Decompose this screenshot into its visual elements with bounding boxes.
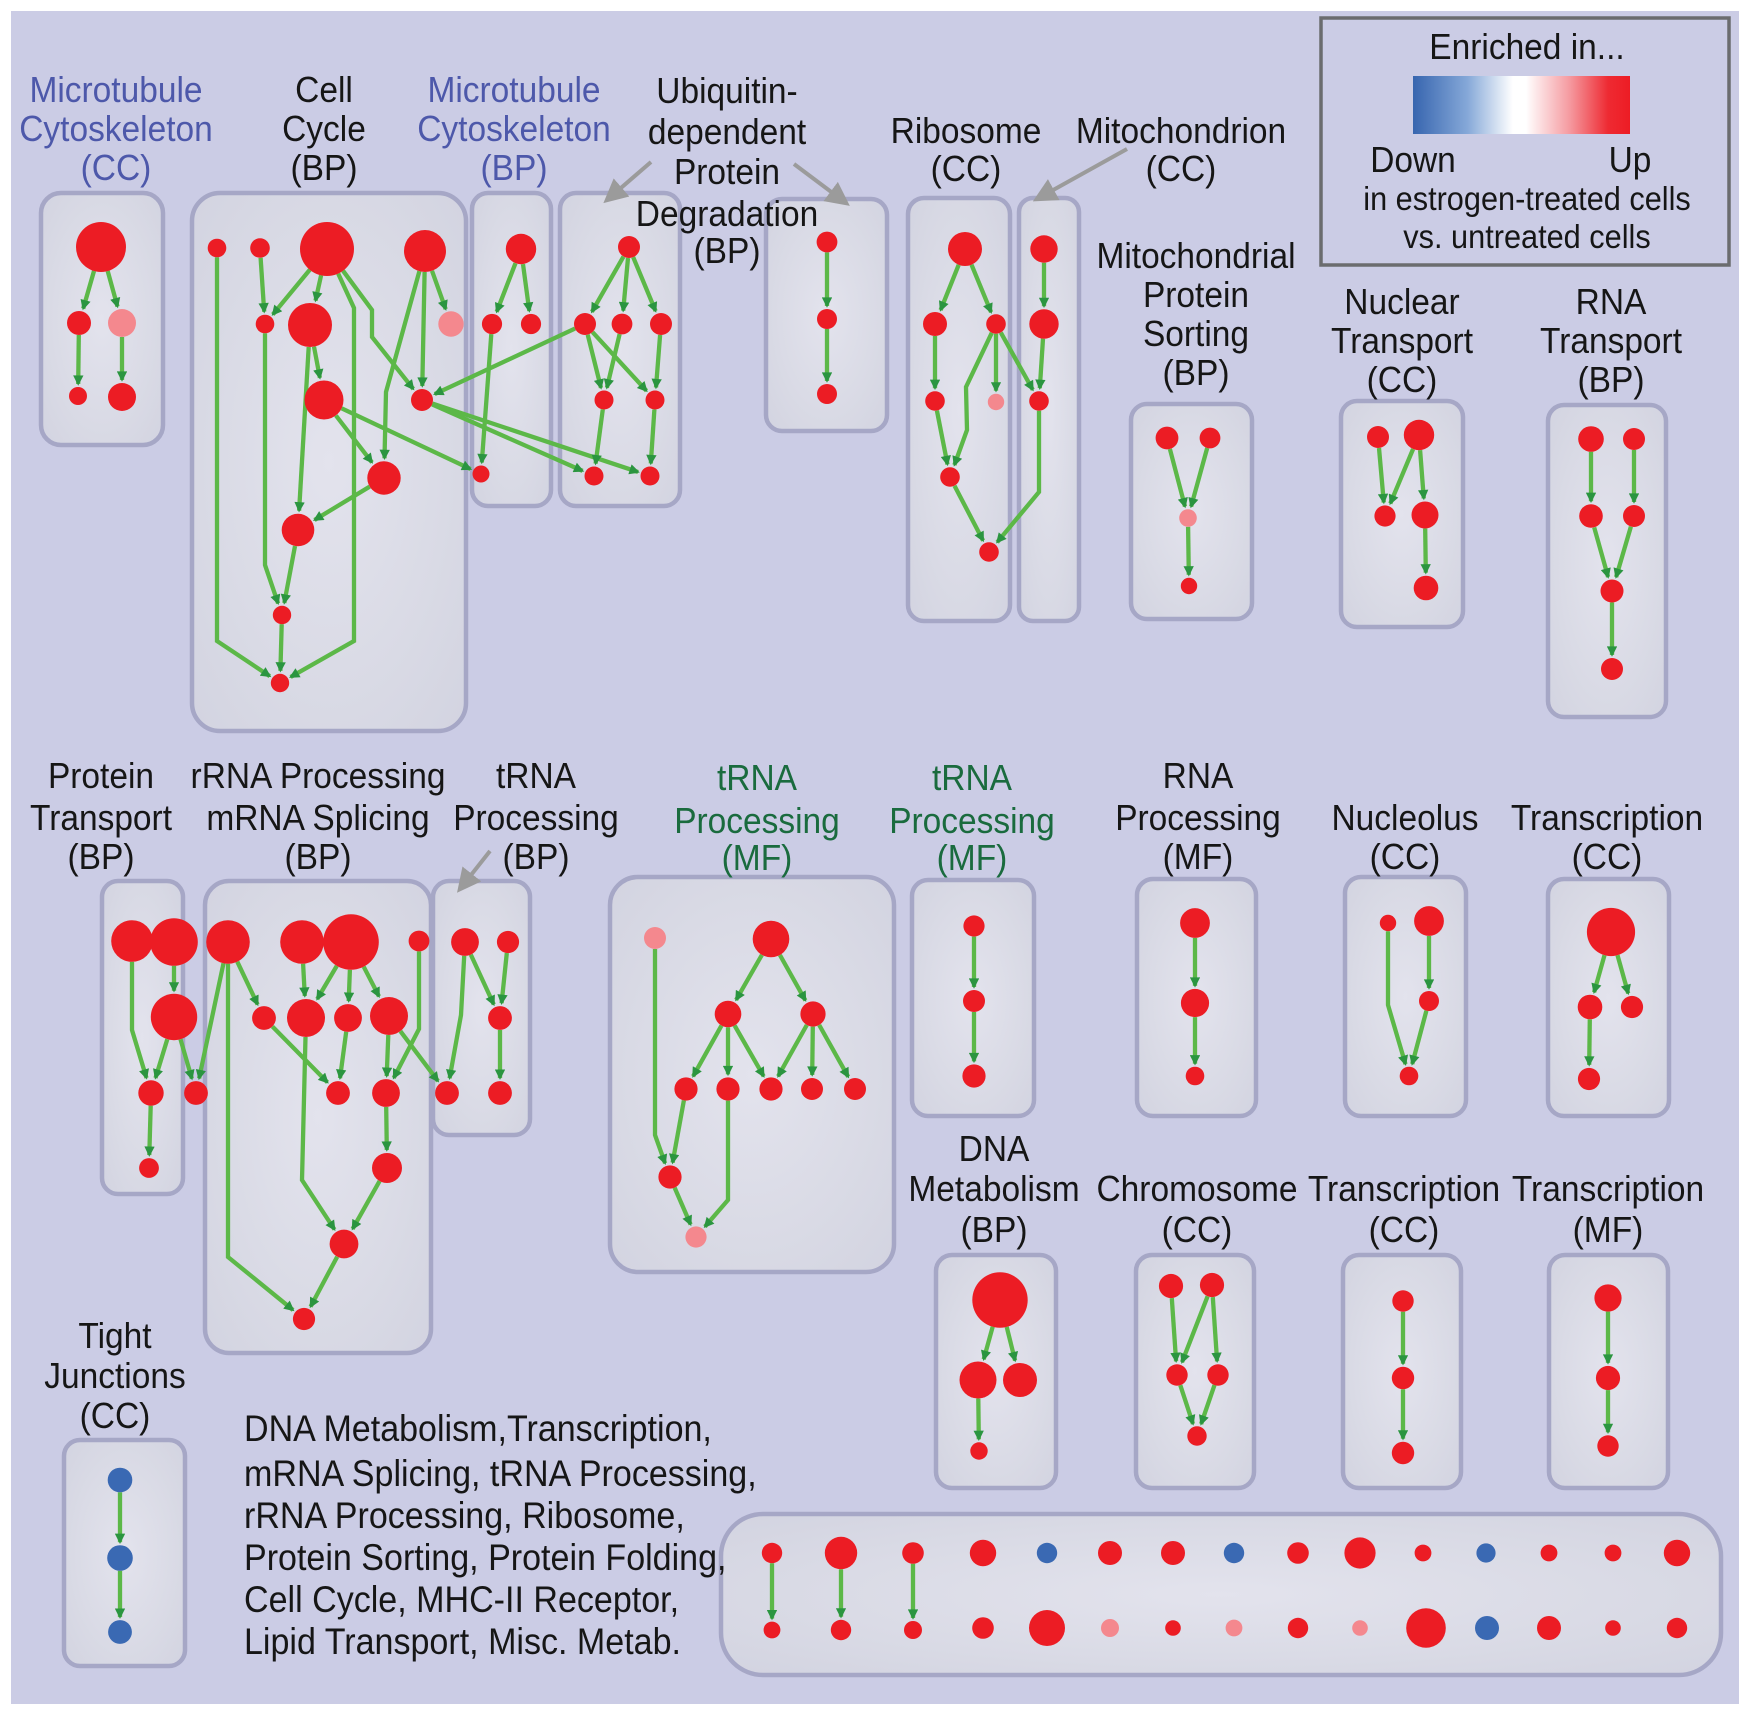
svg-text:(CC): (CC) bbox=[1370, 836, 1441, 877]
svg-text:Nuclear: Nuclear bbox=[1344, 281, 1459, 322]
svg-text:DNA: DNA bbox=[959, 1128, 1030, 1169]
svg-text:Tight: Tight bbox=[78, 1315, 151, 1356]
svg-text:Microtubule: Microtubule bbox=[427, 69, 600, 110]
svg-text:Cell: Cell bbox=[295, 69, 353, 110]
svg-text:(BP): (BP) bbox=[503, 836, 570, 877]
svg-text:(BP): (BP) bbox=[1163, 352, 1230, 393]
svg-text:Enriched in...: Enriched in... bbox=[1429, 26, 1624, 67]
svg-text:Chromosome: Chromosome bbox=[1097, 1168, 1298, 1209]
svg-text:(CC): (CC) bbox=[931, 148, 1002, 189]
svg-text:Nucleolus: Nucleolus bbox=[1332, 797, 1479, 838]
svg-text:(CC): (CC) bbox=[81, 147, 152, 188]
svg-text:Metabolism: Metabolism bbox=[908, 1168, 1079, 1209]
svg-text:Processing: Processing bbox=[674, 800, 840, 841]
svg-text:Processing: Processing bbox=[453, 797, 619, 838]
svg-text:Degradation: Degradation bbox=[636, 193, 818, 234]
svg-text:mRNA Splicing: mRNA Splicing bbox=[206, 797, 429, 838]
svg-text:(CC): (CC) bbox=[1162, 1209, 1233, 1250]
svg-text:Transcription: Transcription bbox=[1308, 1168, 1500, 1209]
svg-text:(BP): (BP) bbox=[291, 147, 358, 188]
svg-text:Lipid Transport, Misc. Metab.: Lipid Transport, Misc. Metab. bbox=[244, 1621, 681, 1662]
svg-text:(CC): (CC) bbox=[1367, 359, 1438, 400]
svg-text:Protein Sorting, Protein Foldi: Protein Sorting, Protein Folding, bbox=[244, 1537, 727, 1578]
svg-text:Protein: Protein bbox=[674, 151, 780, 192]
svg-text:Cycle: Cycle bbox=[282, 108, 366, 149]
svg-text:(BP): (BP) bbox=[481, 147, 548, 188]
svg-text:(BP): (BP) bbox=[285, 836, 352, 877]
svg-text:in estrogen-treated cells: in estrogen-treated cells bbox=[1363, 180, 1691, 217]
svg-text:Mitochondrion: Mitochondrion bbox=[1076, 110, 1286, 151]
svg-text:Down: Down bbox=[1370, 139, 1456, 180]
svg-text:Cytoskeleton: Cytoskeleton bbox=[417, 108, 611, 149]
svg-text:Ubiquitin-: Ubiquitin- bbox=[656, 70, 797, 111]
svg-text:RNA: RNA bbox=[1163, 755, 1234, 796]
svg-text:Transport: Transport bbox=[1540, 320, 1682, 361]
svg-text:Transport: Transport bbox=[1331, 320, 1473, 361]
svg-text:(BP): (BP) bbox=[68, 836, 135, 877]
svg-text:rRNA Processing, Ribosome,: rRNA Processing, Ribosome, bbox=[244, 1495, 685, 1536]
svg-text:Transcription: Transcription bbox=[1511, 797, 1703, 838]
svg-text:(BP): (BP) bbox=[694, 230, 761, 271]
svg-text:RNA: RNA bbox=[1576, 281, 1647, 322]
svg-text:Sorting: Sorting bbox=[1143, 313, 1249, 354]
svg-text:vs. untreated cells: vs. untreated cells bbox=[1403, 218, 1650, 255]
svg-text:(CC): (CC) bbox=[1146, 148, 1217, 189]
svg-text:dependent: dependent bbox=[648, 111, 806, 152]
svg-text:DNA Metabolism,Transcription,: DNA Metabolism,Transcription, bbox=[244, 1408, 712, 1449]
svg-text:(CC): (CC) bbox=[1572, 836, 1643, 877]
svg-text:Processing: Processing bbox=[889, 800, 1055, 841]
svg-text:(MF): (MF) bbox=[937, 837, 1008, 878]
svg-text:Microtubule: Microtubule bbox=[29, 69, 202, 110]
svg-text:Junctions: Junctions bbox=[44, 1355, 185, 1396]
svg-text:(BP): (BP) bbox=[1578, 359, 1645, 400]
svg-text:Cytoskeleton: Cytoskeleton bbox=[19, 108, 213, 149]
svg-text:Transcription: Transcription bbox=[1512, 1168, 1704, 1209]
svg-text:Protein: Protein bbox=[48, 755, 154, 796]
svg-text:tRNA: tRNA bbox=[932, 757, 1012, 798]
svg-text:Ribosome: Ribosome bbox=[891, 110, 1042, 151]
svg-text:(CC): (CC) bbox=[1369, 1209, 1440, 1250]
svg-text:(BP): (BP) bbox=[961, 1209, 1028, 1250]
svg-text:Transport: Transport bbox=[30, 797, 172, 838]
svg-text:rRNA Processing: rRNA Processing bbox=[191, 755, 446, 796]
svg-text:(MF): (MF) bbox=[1573, 1209, 1644, 1250]
svg-text:(MF): (MF) bbox=[1163, 836, 1234, 877]
svg-text:Cell Cycle, MHC-II Receptor,: Cell Cycle, MHC-II Receptor, bbox=[244, 1579, 679, 1620]
svg-text:Up: Up bbox=[1609, 139, 1652, 180]
svg-text:tRNA: tRNA bbox=[717, 757, 797, 798]
svg-text:(CC): (CC) bbox=[80, 1395, 151, 1436]
svg-text:mRNA Splicing, tRNA Processing: mRNA Splicing, tRNA Processing, bbox=[244, 1453, 757, 1494]
svg-text:Mitochondrial: Mitochondrial bbox=[1096, 235, 1295, 276]
svg-text:tRNA: tRNA bbox=[496, 755, 576, 796]
svg-text:Protein: Protein bbox=[1143, 274, 1249, 315]
svg-text:(MF): (MF) bbox=[722, 837, 793, 878]
svg-text:Processing: Processing bbox=[1115, 797, 1281, 838]
